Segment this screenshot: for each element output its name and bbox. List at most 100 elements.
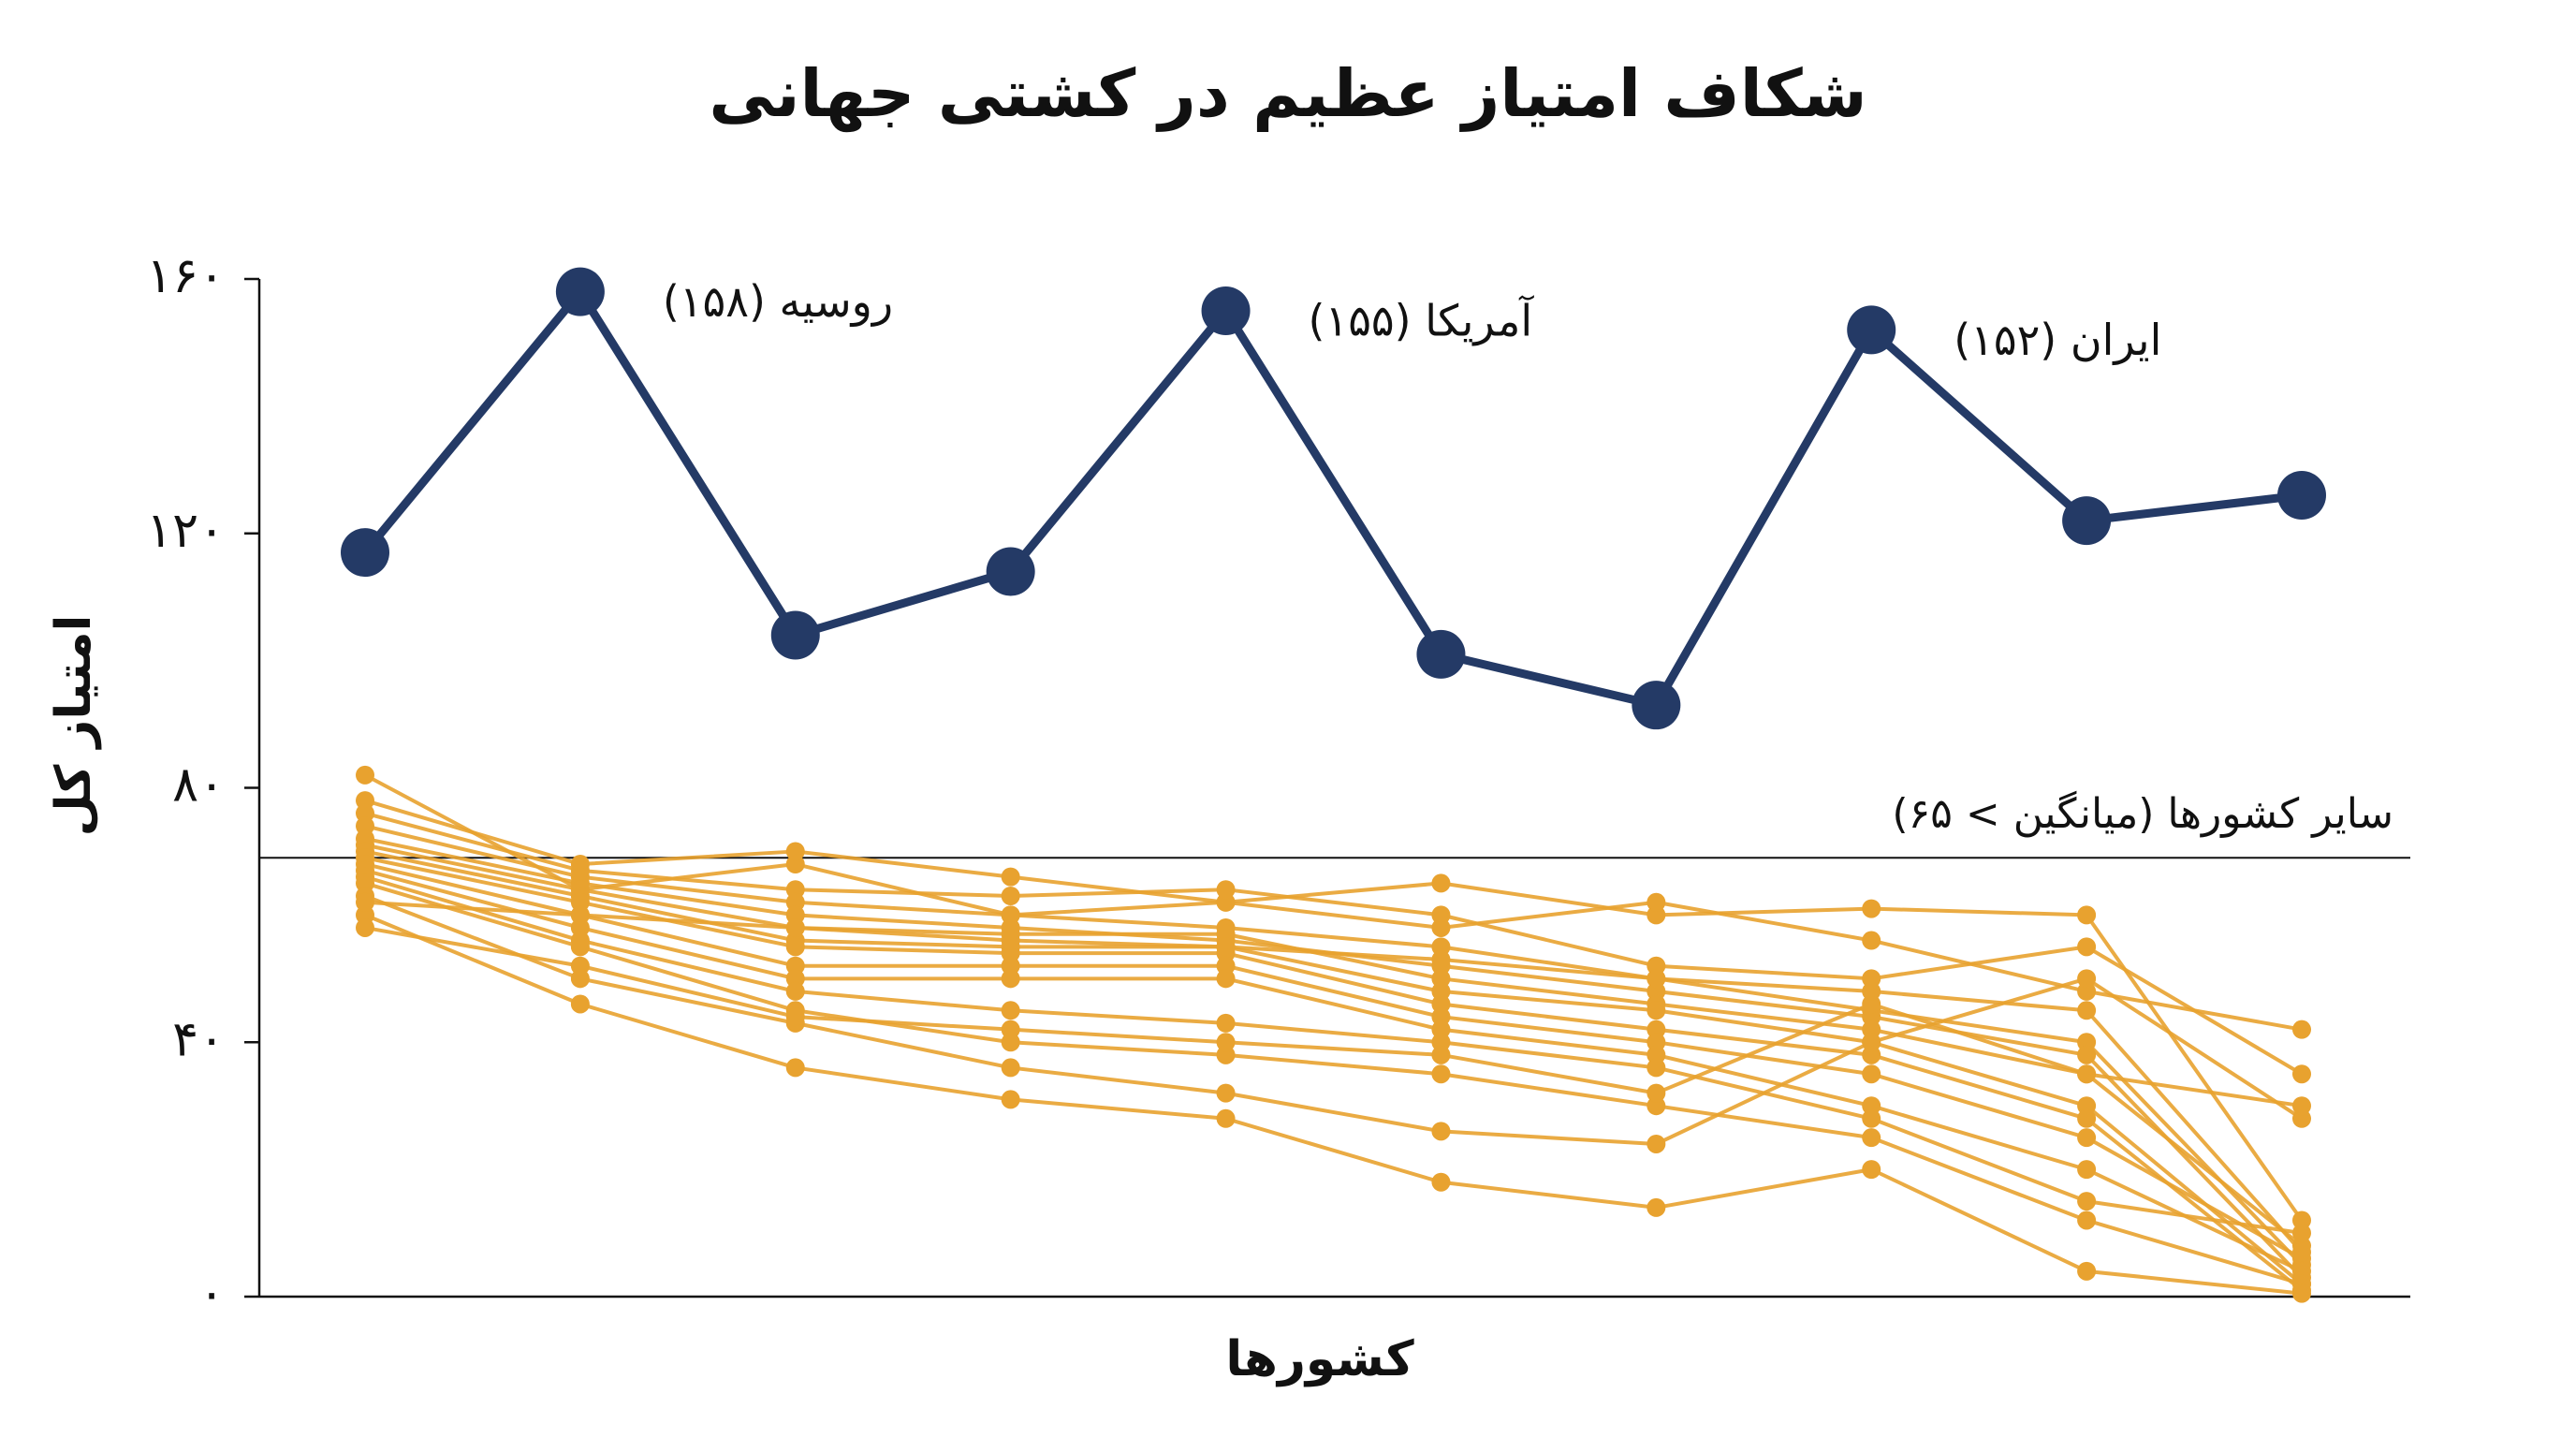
point-label: روسیه (۱۵۸) xyxy=(663,276,893,328)
y-tick-label: ۸۰ xyxy=(172,757,225,814)
data-point xyxy=(785,842,805,861)
data-point xyxy=(986,547,1035,596)
data-point xyxy=(1431,1122,1451,1141)
data-point xyxy=(785,1007,805,1027)
y-axis-label: امتیاز کل xyxy=(46,615,102,837)
data-point xyxy=(1632,681,1681,730)
data-point xyxy=(1862,1033,1881,1052)
data-point xyxy=(2077,905,2097,925)
data-point xyxy=(1647,1058,1666,1078)
data-point xyxy=(1201,286,1251,335)
series-line xyxy=(364,843,2304,1248)
data-point xyxy=(770,610,820,660)
series-line xyxy=(364,900,2304,1254)
data-point xyxy=(2077,937,2097,957)
data-point xyxy=(2077,969,2097,989)
data-point xyxy=(2077,1128,2097,1148)
data-point xyxy=(2292,1020,2311,1039)
data-point xyxy=(1216,1013,1236,1033)
series-line xyxy=(364,824,2304,1267)
y-tick-label: ۴۰ xyxy=(172,1011,225,1067)
chart-title: شکاف امتیاز عظیم در کشتی جهانی xyxy=(709,55,1866,132)
data-point xyxy=(2077,1064,2097,1084)
data-point xyxy=(2077,1001,2097,1020)
data-point xyxy=(2077,1211,2097,1230)
data-point xyxy=(2292,1242,2311,1262)
data-point xyxy=(785,937,805,957)
data-point xyxy=(1216,880,1236,900)
data-point xyxy=(1862,981,1881,1001)
series-line xyxy=(361,287,2303,710)
data-point xyxy=(2277,470,2326,520)
data-point xyxy=(555,267,605,316)
y-tick-label: ۱۶۰ xyxy=(146,248,225,304)
series-line xyxy=(364,925,2303,1108)
data-point xyxy=(1862,1064,1881,1084)
series-line xyxy=(364,849,2304,1285)
data-point xyxy=(1416,629,1466,679)
data-point xyxy=(2292,1064,2311,1084)
data-point xyxy=(341,528,389,578)
data-point xyxy=(356,892,374,912)
data-point xyxy=(1216,1108,1236,1128)
data-point xyxy=(1001,1090,1020,1109)
series-line xyxy=(364,868,2303,1273)
series-line xyxy=(364,913,2303,1296)
data-point xyxy=(2077,1192,2097,1211)
data-point xyxy=(1216,969,1236,989)
data-point xyxy=(1001,1058,1020,1078)
point-label: ایران (۱۵۲) xyxy=(1954,315,2161,366)
data-point xyxy=(2292,1284,2311,1303)
data-point xyxy=(2077,1045,2097,1064)
data-point xyxy=(1862,1128,1881,1148)
data-point xyxy=(1431,905,1451,925)
data-point xyxy=(1431,949,1451,969)
data-point xyxy=(1001,886,1020,905)
data-point xyxy=(1647,1001,1666,1020)
series-line xyxy=(364,874,2303,1236)
data-point xyxy=(1001,867,1020,887)
series-line xyxy=(364,773,2304,1222)
data-point xyxy=(2292,1224,2311,1243)
data-point xyxy=(1001,1020,1020,1039)
data-point xyxy=(570,956,590,976)
data-point xyxy=(570,937,590,957)
data-point xyxy=(1647,1083,1666,1103)
y-tick-label: ۱۲۰ xyxy=(146,503,225,559)
series-line xyxy=(364,856,2304,1292)
series-line xyxy=(364,894,2304,1146)
data-point xyxy=(2077,1261,2097,1281)
data-point xyxy=(570,905,590,925)
data-point xyxy=(2077,1108,2097,1128)
data-point xyxy=(2077,1160,2097,1180)
data-point xyxy=(1647,969,1666,989)
data-point xyxy=(1001,969,1020,989)
data-point xyxy=(1001,931,1020,950)
series-line xyxy=(364,881,2303,1286)
data-point xyxy=(785,981,805,1001)
data-point xyxy=(1216,1083,1236,1103)
series-line xyxy=(364,862,2303,1260)
point-label: آمریکا (۱۵۵) xyxy=(1309,295,1535,346)
data-point xyxy=(1001,1001,1020,1020)
data-point xyxy=(1647,1134,1666,1153)
data-point xyxy=(785,1058,805,1078)
data-point xyxy=(1216,1033,1236,1052)
series-line xyxy=(364,799,2303,1032)
series-line xyxy=(364,811,2304,1076)
data-point xyxy=(1862,1108,1881,1128)
data-point xyxy=(356,765,374,785)
data-point xyxy=(1862,1160,1881,1180)
data-point xyxy=(1431,1064,1451,1084)
data-point xyxy=(1431,873,1451,893)
data-point xyxy=(1647,1197,1666,1217)
data-point xyxy=(356,917,374,937)
data-point xyxy=(1847,305,1896,355)
data-point xyxy=(1862,899,1881,918)
x-axis-label: کشورها xyxy=(1225,1331,1414,1387)
data-point xyxy=(2062,496,2112,546)
data-point xyxy=(1431,1045,1451,1064)
data-point xyxy=(1216,937,1236,957)
